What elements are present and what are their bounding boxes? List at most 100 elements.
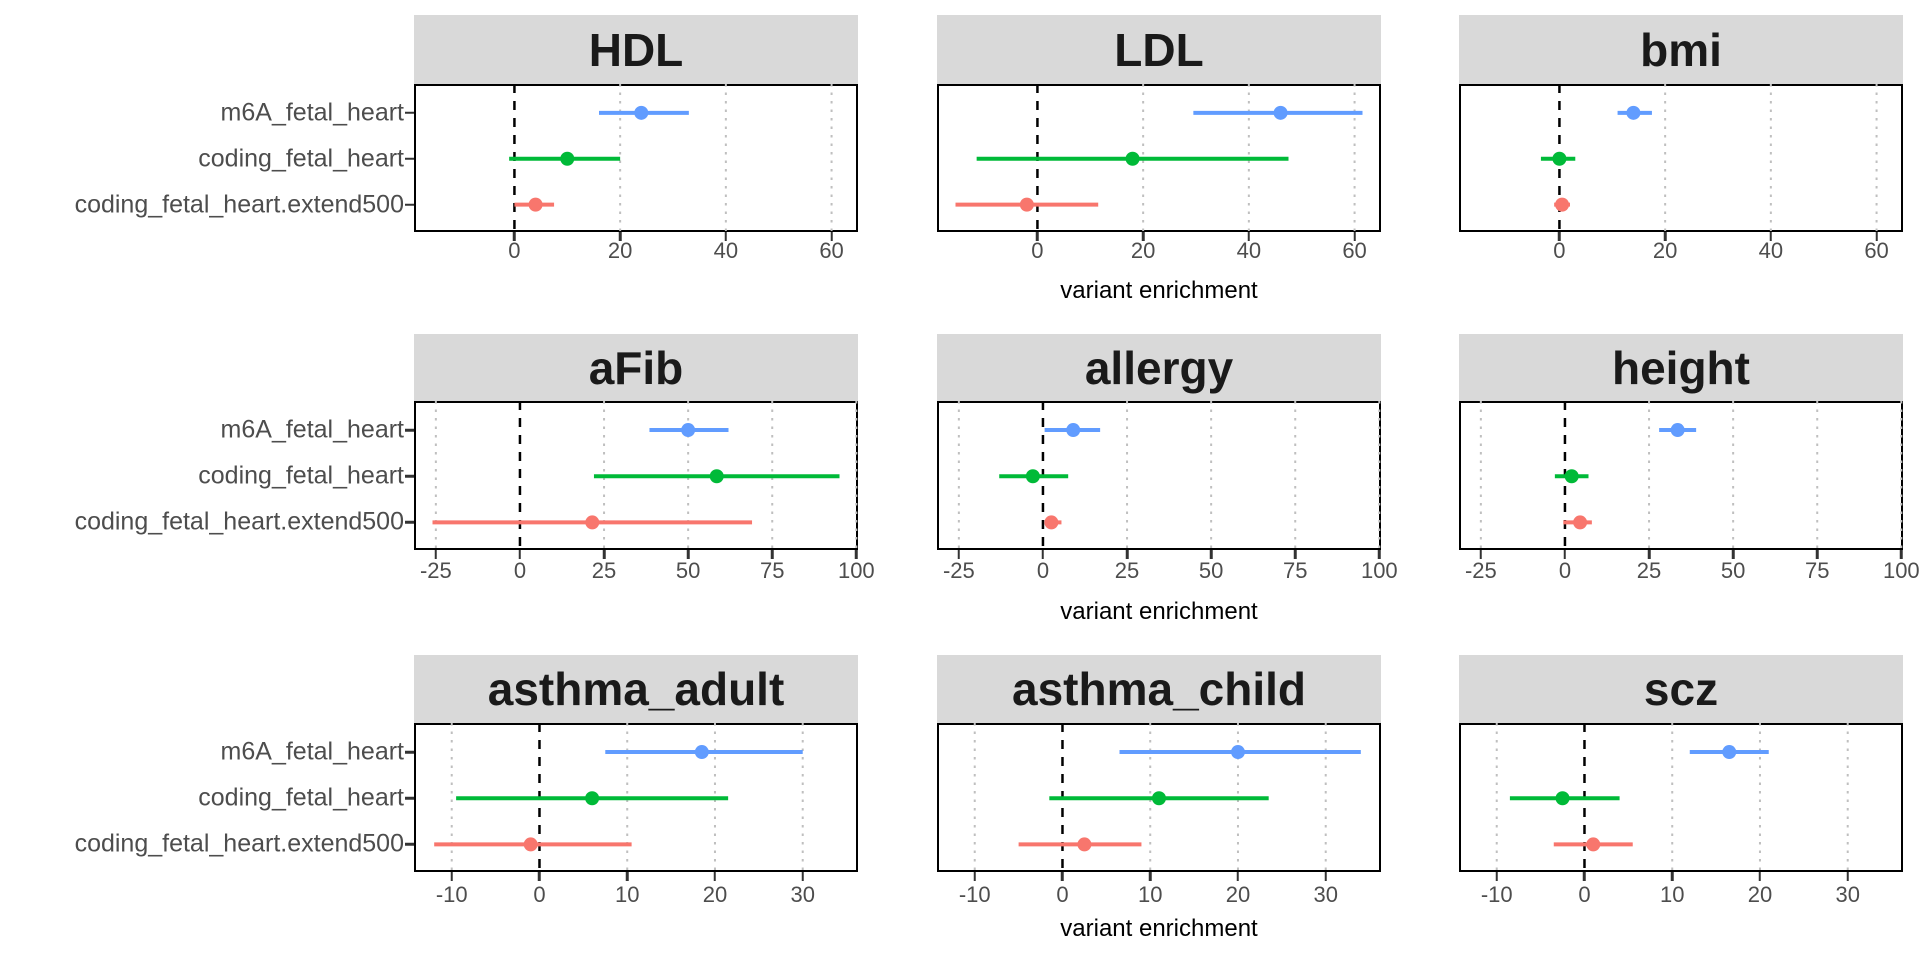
x-tick-label: 0: [1578, 882, 1591, 907]
x-tick-label: 0: [1056, 882, 1069, 907]
forest-panel: [414, 401, 858, 550]
panel-strip: asthma_child: [937, 655, 1381, 723]
panel-strip: aFib: [414, 334, 858, 401]
y-tick-mark: [405, 111, 414, 115]
x-tick-mark: [1125, 550, 1129, 559]
x-tick-mark: [1558, 232, 1561, 241]
x-tick-mark: [770, 550, 774, 559]
x-tick-mark: [1141, 232, 1145, 241]
forest-panel: [937, 84, 1381, 232]
x-tick-label: 40: [1758, 238, 1784, 263]
x-tick-mark: [1495, 872, 1498, 881]
point-estimate: [681, 423, 696, 438]
x-tick-label: 0: [513, 558, 527, 583]
x-tick-label: 30: [1313, 882, 1338, 907]
x-tick-label: 20: [1130, 238, 1156, 263]
x-tick-label: 30: [790, 882, 815, 907]
point-estimate: [1230, 745, 1245, 760]
x-tick-mark: [1769, 232, 1773, 241]
x-tick-mark: [855, 550, 858, 559]
x-tick-mark: [724, 232, 728, 241]
x-tick-mark: [1846, 872, 1849, 881]
x-tick-mark: [1148, 872, 1152, 881]
point-estimate: [1019, 197, 1034, 212]
point-estimate: [1552, 151, 1567, 166]
panel-plot-area: [955, 84, 1363, 232]
x-tick-label: 60: [1864, 238, 1889, 263]
x-tick-mark: [1731, 550, 1735, 559]
x-tick-mark: [513, 232, 516, 241]
x-tick-label: -25: [1464, 558, 1497, 583]
x-tick-label: 25: [1114, 558, 1140, 583]
panel-strip: LDL: [937, 15, 1381, 84]
x-tick-label: 100: [1882, 558, 1920, 583]
x-tick-mark: [1583, 872, 1586, 881]
point-estimate: [523, 837, 538, 852]
x-tick-label: 0: [1553, 238, 1566, 263]
x-tick-label: 50: [1720, 558, 1746, 583]
x-tick-label: 0: [1031, 238, 1044, 263]
category-label: coding_fetal_heart: [198, 461, 404, 490]
panel-strip-title: scz: [1643, 663, 1719, 715]
point-estimate: [1555, 197, 1570, 212]
x-tick-mark: [1353, 232, 1356, 241]
y-tick-mark: [405, 203, 414, 206]
x-tick-mark: [1041, 550, 1045, 559]
x-tick-label: 20: [1225, 882, 1251, 907]
panel-strip-title: HDL: [588, 23, 684, 76]
point-estimate: [1722, 745, 1737, 760]
forest-panel: [1459, 401, 1903, 550]
x-tick-label: 60: [1342, 238, 1367, 263]
x-tick-mark: [450, 872, 453, 881]
point-estimate: [1670, 423, 1685, 438]
panel-strip-title: asthma_child: [1012, 663, 1306, 715]
x-tick-label: -10: [435, 882, 468, 907]
x-tick-mark: [1209, 550, 1213, 559]
x-tick-mark: [973, 872, 976, 881]
x-tick-mark: [538, 872, 541, 881]
x-tick-mark: [1563, 550, 1567, 559]
panel-strip: allergy: [937, 334, 1381, 401]
x-tick-label: 10: [1659, 882, 1685, 907]
x-tick-label: -25: [419, 558, 452, 583]
x-tick-label: 0: [508, 238, 521, 263]
x-tick-label: 20: [607, 238, 633, 263]
x-tick-mark: [957, 550, 961, 559]
forest-panel: [1459, 723, 1903, 872]
x-axis-label: variant enrichment: [1060, 277, 1258, 304]
forest-panel: [1459, 84, 1903, 232]
x-tick-label: 10: [614, 882, 640, 907]
x-tick-mark: [602, 550, 606, 559]
forest-panel: [937, 401, 1381, 550]
x-tick-mark: [1293, 550, 1297, 559]
x-tick-label: 100: [1360, 558, 1398, 583]
panel-strip-title: LDL: [1114, 23, 1204, 76]
panel-plot-area: [432, 401, 858, 550]
point-estimate: [709, 469, 724, 484]
panel-strip-title: bmi: [1640, 23, 1722, 76]
x-tick-label: 25: [1636, 558, 1662, 583]
x-tick-label: 40: [1236, 238, 1262, 263]
y-tick-mark: [405, 428, 414, 432]
x-tick-label: 20: [702, 882, 728, 907]
x-tick-mark: [686, 550, 690, 559]
point-estimate: [1564, 469, 1579, 484]
panel-strip-title: height: [1612, 341, 1750, 394]
panel-strip: scz: [1459, 655, 1903, 723]
point-estimate: [1273, 105, 1288, 120]
point-estimate: [1573, 515, 1588, 530]
panel-plot-area: [957, 401, 1381, 550]
category-label: coding_fetal_heart.extend500: [74, 829, 404, 858]
x-tick-label: 25: [591, 558, 617, 583]
x-tick-mark: [434, 550, 438, 559]
category-label: m6A_fetal_heart: [220, 415, 404, 444]
forest-panel: [414, 84, 858, 232]
point-estimate: [694, 745, 709, 760]
x-tick-mark: [1247, 232, 1251, 241]
x-tick-label: 50: [675, 558, 701, 583]
x-tick-label: 50: [1198, 558, 1224, 583]
panel-strip: HDL: [414, 15, 858, 84]
x-tick-label: 100: [837, 558, 875, 583]
x-axis-label: variant enrichment: [1060, 915, 1258, 942]
x-tick-label: 0: [1558, 558, 1572, 583]
